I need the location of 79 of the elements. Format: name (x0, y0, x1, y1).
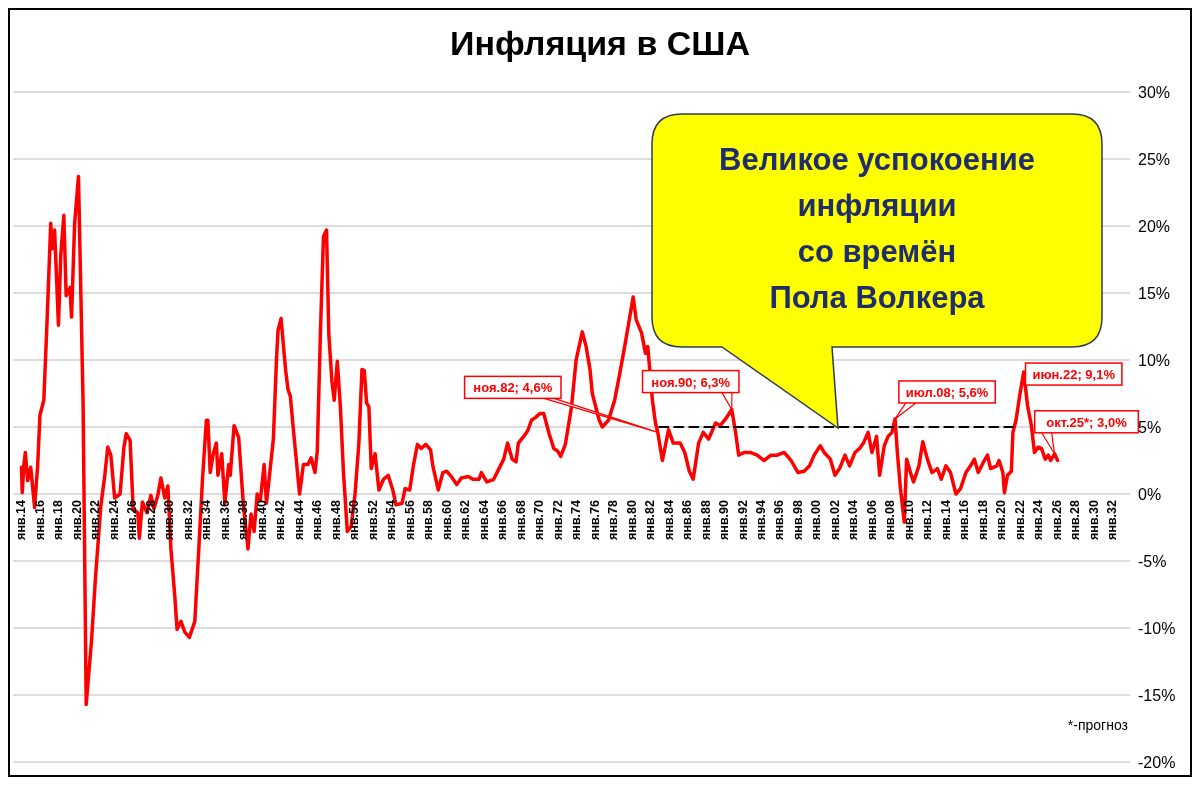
annotation: окт.25*; 3,0% (1046, 414, 1128, 430)
x-tick-label: янв.52 (365, 499, 380, 540)
annotation: июн.22; 9,1% (1032, 367, 1116, 383)
x-tick-label: янв.56 (402, 499, 417, 540)
x-tick-label: янв.32 (180, 499, 195, 540)
x-tick-label: янв.86 (680, 499, 695, 540)
x-tick-label: янв.54 (384, 499, 399, 540)
y-tick-label: 30% (1138, 83, 1171, 101)
x-tick-label: янв.40 (254, 499, 269, 540)
x-tick-label: янв.80 (624, 499, 639, 540)
x-tick-label: янв.30 (162, 499, 177, 540)
y-tick-label: 10% (1138, 351, 1171, 369)
x-tick-label: янв.18 (975, 499, 990, 540)
x-tick-label: янв.92 (735, 499, 750, 540)
x-tick-label: янв.32 (1105, 499, 1120, 540)
x-tick-label: янв.22 (1012, 499, 1027, 540)
x-tick-label: янв.60 (439, 499, 454, 540)
x-tick-label: янв.24 (1031, 499, 1046, 540)
x-tick-label: янв.46 (310, 499, 325, 540)
x-tick-label: янв.26 (125, 499, 140, 540)
y-tick-label: 20% (1138, 217, 1171, 235)
x-tick-label: янв.16 (957, 499, 972, 540)
x-tick-label: янв.16 (32, 499, 47, 540)
annotation: июл.08; 5,6% (905, 384, 989, 400)
x-tick-label: янв.28 (1068, 499, 1083, 540)
x-tick-label: янв.30 (1086, 499, 1101, 540)
x-tick-label: янв.12 (920, 499, 935, 540)
annotation: Великое успокоение инфляции со времён Пола Волкера (719, 142, 1035, 315)
x-tick-label: янв.20 (69, 499, 84, 540)
chart-title: Инфляция в США (449, 24, 751, 63)
x-tick-label: янв.94 (754, 499, 768, 540)
x-tick-label: янв.50 (347, 499, 362, 540)
x-tick-label: янв.20 (994, 499, 1009, 540)
x-tick-label: янв.02 (827, 499, 842, 540)
y-tick-label: 15% (1138, 284, 1171, 302)
x-tick-label: янв.66 (495, 499, 510, 540)
x-tick-label: янв.42 (273, 499, 288, 540)
x-tick-label: янв.68 (513, 499, 528, 540)
x-tick-label: янв.10 (901, 499, 916, 540)
y-tick-label: 0% (1138, 485, 1162, 503)
x-tick-label: янв.96 (772, 499, 787, 540)
x-tick-label: янв.36 (217, 499, 232, 540)
x-tick-label: янв.78 (606, 499, 621, 540)
x-tick-label: янв.38 (236, 499, 251, 540)
x-tick-label: янв.76 (587, 499, 602, 540)
x-tick-label: янв.88 (698, 499, 713, 540)
y-tick-label: -15% (1138, 686, 1176, 704)
y-tick-label: 5% (1138, 418, 1162, 436)
x-tick-label: янв.08 (883, 499, 898, 540)
x-tick-label: янв.34 (199, 499, 214, 540)
y-tick-label: 25% (1138, 150, 1171, 168)
y-tick-label: -20% (1138, 753, 1176, 771)
x-tick-label: янв.48 (328, 499, 343, 540)
x-tick-label: янв.90 (717, 499, 732, 540)
x-tick-label: янв.72 (550, 499, 565, 540)
x-tick-label: янв.14 (14, 499, 29, 540)
annotation: *-прогноз (1067, 717, 1128, 733)
x-tick-label: янв.64 (476, 499, 491, 540)
y-tick-label: -5% (1138, 552, 1167, 570)
x-tick-label: янв.44 (291, 499, 306, 540)
x-tick-label: янв.98 (790, 499, 805, 540)
x-tick-label: янв.58 (421, 499, 436, 540)
x-tick-label: янв.18 (51, 499, 66, 540)
x-tick-label: янв.06 (864, 499, 879, 540)
annotation: ноя.90; 6,3% (651, 374, 731, 390)
x-tick-label: янв.62 (458, 499, 473, 540)
x-tick-label: янв.82 (643, 499, 658, 540)
x-tick-label: янв.04 (846, 499, 861, 540)
x-tick-label: янв.24 (106, 499, 121, 540)
annotation: ноя.82; 4,6% (473, 380, 553, 396)
y-tick-label: -10% (1138, 619, 1176, 637)
x-tick-label: янв.22 (88, 499, 103, 540)
x-tick-label: янв.26 (1049, 499, 1064, 540)
x-tick-label: янв.14 (938, 499, 953, 540)
x-tick-label: янв.84 (661, 499, 676, 540)
x-tick-label: янв.70 (532, 499, 547, 540)
x-tick-label: янв.00 (809, 499, 824, 540)
x-tick-label: янв.74 (569, 499, 584, 540)
x-tick-label: янв.28 (143, 499, 158, 540)
